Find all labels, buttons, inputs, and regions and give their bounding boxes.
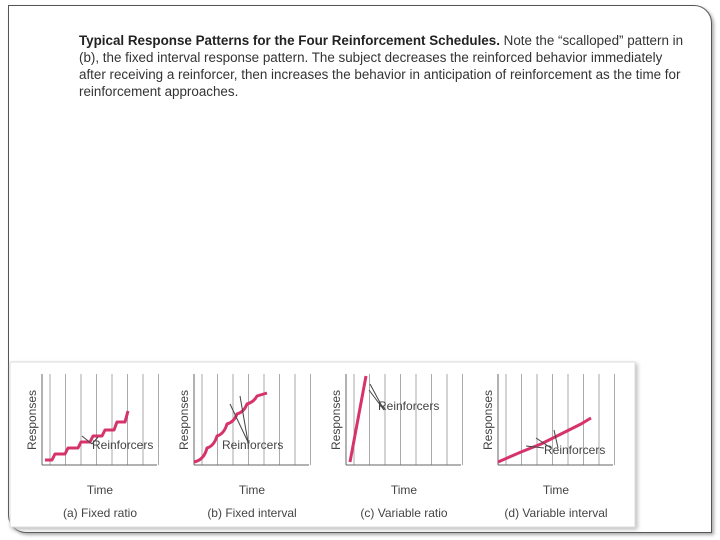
arrow bbox=[368, 389, 385, 411]
annotation: Reinforcers bbox=[222, 438, 283, 452]
annotation: Reinforcers bbox=[92, 438, 153, 452]
arrow bbox=[239, 395, 249, 443]
arrow bbox=[553, 429, 559, 449]
response-curve bbox=[193, 391, 268, 464]
caption-lead: Typical Response Patterns for the Four R… bbox=[79, 33, 500, 48]
x-axis-label: Time bbox=[391, 483, 418, 497]
annotation: Reinforcers bbox=[378, 399, 439, 413]
arrow bbox=[525, 445, 545, 449]
x-axis-label: Time bbox=[87, 483, 114, 497]
arrow bbox=[91, 436, 99, 445]
chart-panel: Reinforcers Responses Time (a) Fixed ratio bbox=[25, 374, 159, 520]
y-axis-label: Responses bbox=[329, 390, 343, 450]
arrow bbox=[81, 435, 93, 445]
caption: Typical Response Patterns for the Four R… bbox=[79, 32, 689, 100]
panel-caption: (d) Variable interval bbox=[504, 506, 607, 520]
panel-caption: (b) Fixed interval bbox=[207, 506, 296, 520]
arrow bbox=[229, 403, 249, 443]
y-axis-label: Responses bbox=[177, 390, 191, 450]
chart-panel: Reinforcers Responses Time (d) Variable int… bbox=[481, 374, 615, 520]
response-curve bbox=[348, 375, 368, 463]
x-axis-label: Time bbox=[543, 483, 570, 497]
chart-panel: Reinforcers Responses Time (c) Variable rat… bbox=[329, 374, 463, 520]
figure-panel bbox=[9, 361, 636, 528]
x-axis-label: Time bbox=[239, 483, 266, 497]
annotation: Reinforcers bbox=[544, 443, 605, 457]
panel-caption: (c) Variable ratio bbox=[360, 506, 447, 520]
y-axis-label: Responses bbox=[25, 390, 39, 450]
response-curve bbox=[497, 416, 592, 464]
chart-panel: Reinforcers Responses Time (b) Fixed interv… bbox=[177, 374, 311, 520]
arrow bbox=[369, 383, 385, 411]
slide-frame bbox=[8, 5, 712, 533]
caption-text: Note the “scalloped” pattern in (b), the… bbox=[79, 33, 684, 99]
y-axis-label: Responses bbox=[481, 390, 495, 450]
panel-caption: (a) Fixed ratio bbox=[63, 506, 137, 520]
arrow bbox=[535, 437, 552, 449]
